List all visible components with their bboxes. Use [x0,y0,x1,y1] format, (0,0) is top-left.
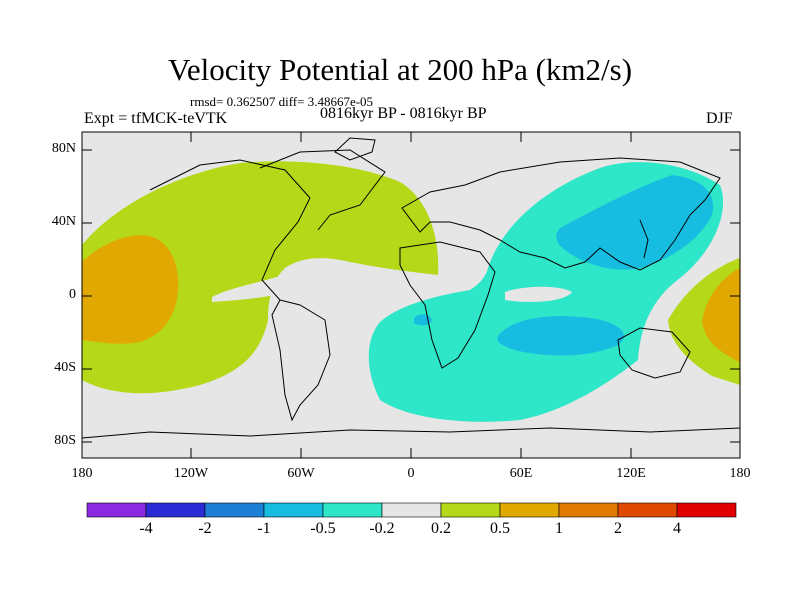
colorbar-label-7: 0.5 [490,520,510,537]
period-label: 0816kyr BP - 0816kyr BP [320,105,487,122]
lat-label-0: 0 [69,287,76,302]
lat-ticks [82,149,740,443]
colorbar-box-11 [676,502,737,518]
colorbar-box-4 [263,502,324,518]
colorbar-label-5: -0.2 [369,520,395,537]
colorbar-label-8: 1 [555,520,563,537]
colorbar-label-1: -4 [139,520,153,537]
lon-label-0: 0 [407,466,415,481]
lon-label-120e: 120E [616,466,646,481]
lon-label-180e: 180 [729,466,751,481]
colorbar-label-10: 4 [673,520,681,537]
colorbar-box-10 [617,502,678,518]
map-title: Velocity Potential at 200 hPa (km2/s) [167,52,633,87]
lon-ticks [190,132,632,458]
colorbar-box-1 [86,502,147,518]
neutral-hole [505,286,572,302]
positive-anomaly-west [82,161,439,394]
neutral-channel [212,260,348,302]
positive-core-west [82,235,179,344]
lat-label-40n: 40N [51,214,76,229]
positive-core-east [702,268,740,362]
colorbar-box-2 [145,502,206,518]
colorbar-box-8 [499,502,560,518]
stats-label: rmsd= 0.362507 diff= 3.48667e-05 [190,94,374,109]
negative-core-asia [556,175,714,270]
season-label: DJF [706,110,733,127]
colorbar-label-9: 2 [614,520,622,537]
colorbar-box-7 [440,502,501,518]
colorbar-label-6: 0.2 [431,520,451,537]
colorbar-label-4: -0.5 [310,520,336,537]
lon-label-120w: 120W [173,466,209,481]
colorbar-box-3 [204,502,265,518]
colorbar [86,502,737,518]
colorbar-label-2: -2 [198,520,212,537]
lon-label-60e: 60E [509,466,533,481]
lat-label-80n: 80N [51,141,76,156]
lat-label-80s: 80S [54,433,76,448]
negative-core-indian-ocean [497,316,624,356]
experiment-label: Expt = tfMCK-teVTK [84,110,228,127]
lat-label-40s: 40S [54,360,76,375]
lon-label-180w: 180 [71,466,93,481]
colorbar-box-9 [558,502,619,518]
coastlines [82,137,740,439]
colorbar-box-5 [322,502,383,518]
colorbar-label-3: -1 [257,520,271,537]
colorbar-box-6 [381,502,442,518]
lon-label-60w: 60W [287,466,315,481]
